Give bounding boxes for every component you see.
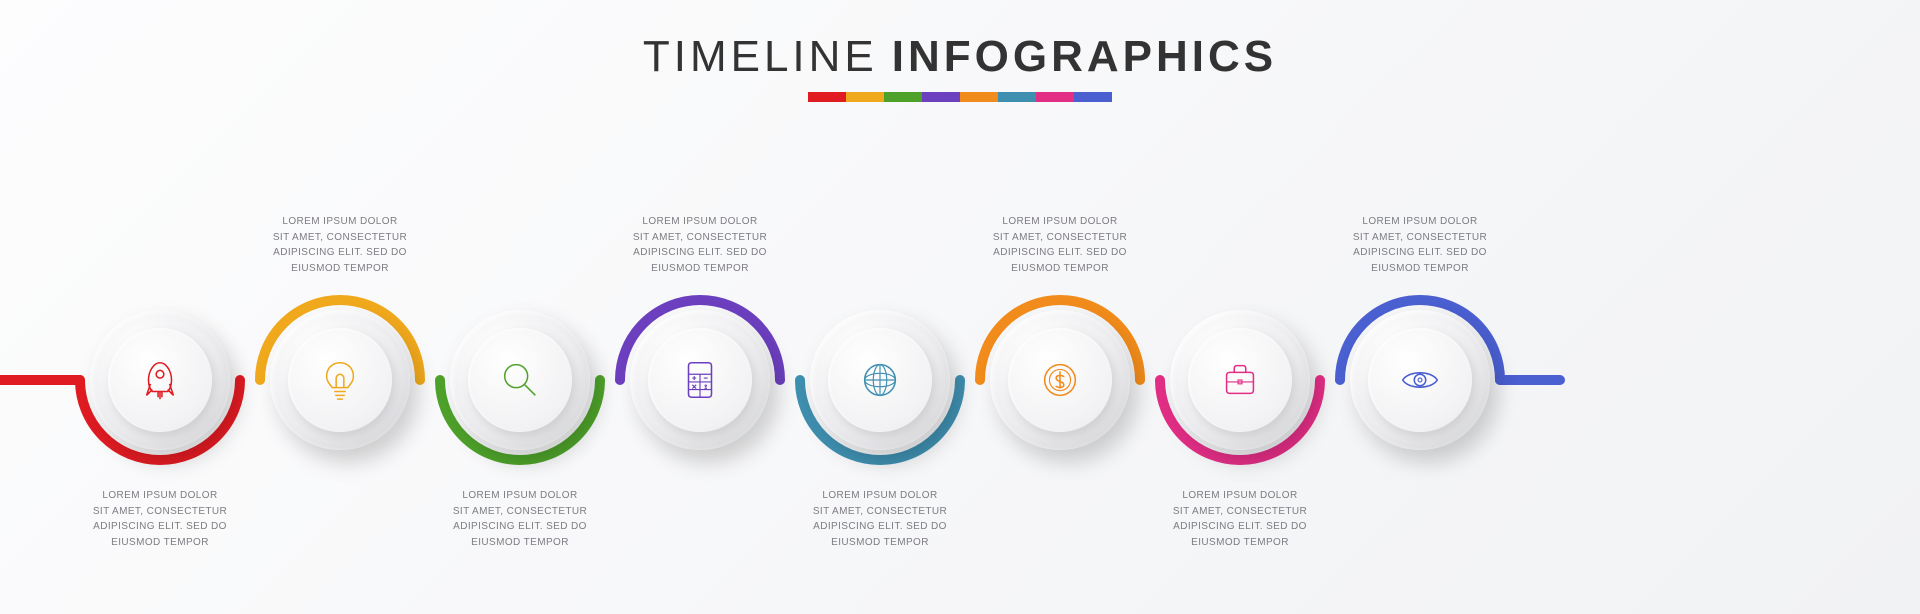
globe-icon [857, 357, 903, 403]
timeline-caption: LOREM IPSUM DOLORSIT AMET, CONSECTETURAD… [55, 488, 265, 550]
timeline-node [990, 310, 1130, 450]
timeline-caption: LOREM IPSUM DOLORSIT AMET, CONSECTETURAD… [595, 214, 805, 276]
bulb-icon [317, 357, 363, 403]
color-strip-seg [1074, 92, 1112, 102]
title-thin: TIMELINE [643, 32, 878, 81]
page-title: TIMELINE INFOGRAPHICS [0, 32, 1920, 82]
timeline: LOREM IPSUM DOLORSIT AMET, CONSECTETURAD… [0, 250, 1920, 510]
timeline-node-inner [1008, 328, 1112, 432]
rocket-icon [137, 357, 183, 403]
color-strip [0, 92, 1920, 102]
briefcase-icon [1217, 357, 1263, 403]
timeline-node [630, 310, 770, 450]
timeline-caption: LOREM IPSUM DOLORSIT AMET, CONSECTETURAD… [1135, 488, 1345, 550]
color-strip-seg [846, 92, 884, 102]
color-strip-seg [998, 92, 1036, 102]
color-strip-seg [808, 92, 846, 102]
title-block: TIMELINE INFOGRAPHICS [0, 0, 1920, 102]
timeline-node [1170, 310, 1310, 450]
timeline-node [810, 310, 950, 450]
coin-icon [1037, 357, 1083, 403]
timeline-node [450, 310, 590, 450]
timeline-caption: LOREM IPSUM DOLORSIT AMET, CONSECTETURAD… [415, 488, 625, 550]
color-strip-seg [1036, 92, 1074, 102]
timeline-node [270, 310, 410, 450]
timeline-node [90, 310, 230, 450]
magnifier-icon [497, 357, 543, 403]
timeline-node-inner [1188, 328, 1292, 432]
color-strip-seg [884, 92, 922, 102]
timeline-node [1350, 310, 1490, 450]
timeline-node-inner [468, 328, 572, 432]
timeline-caption: LOREM IPSUM DOLORSIT AMET, CONSECTETURAD… [775, 488, 985, 550]
timeline-node-inner [1368, 328, 1472, 432]
timeline-caption: LOREM IPSUM DOLORSIT AMET, CONSECTETURAD… [1315, 214, 1525, 276]
timeline-node-inner [828, 328, 932, 432]
timeline-caption: LOREM IPSUM DOLORSIT AMET, CONSECTETURAD… [955, 214, 1165, 276]
timeline-node-inner [288, 328, 392, 432]
timeline-node-inner [648, 328, 752, 432]
timeline-node-inner [108, 328, 212, 432]
color-strip-seg [922, 92, 960, 102]
timeline-caption: LOREM IPSUM DOLORSIT AMET, CONSECTETURAD… [235, 214, 445, 276]
eye-icon [1397, 357, 1443, 403]
calculator-icon [677, 357, 723, 403]
color-strip-seg [960, 92, 998, 102]
title-bold: INFOGRAPHICS [892, 32, 1277, 81]
